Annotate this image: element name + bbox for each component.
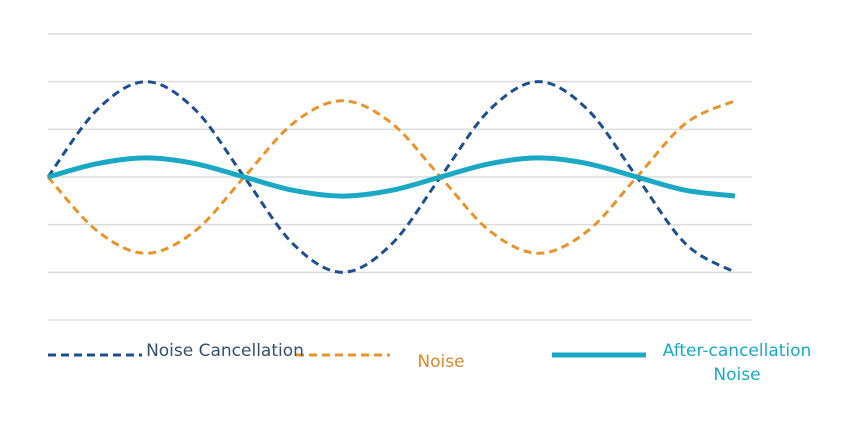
legend-label: Noise xyxy=(417,352,465,372)
legend-label: After-cancellation Noise xyxy=(662,341,812,385)
legend-label: Noise Cancellation xyxy=(146,341,304,361)
series-line xyxy=(47,155,736,199)
series-line xyxy=(46,80,736,274)
series-line xyxy=(46,99,736,255)
